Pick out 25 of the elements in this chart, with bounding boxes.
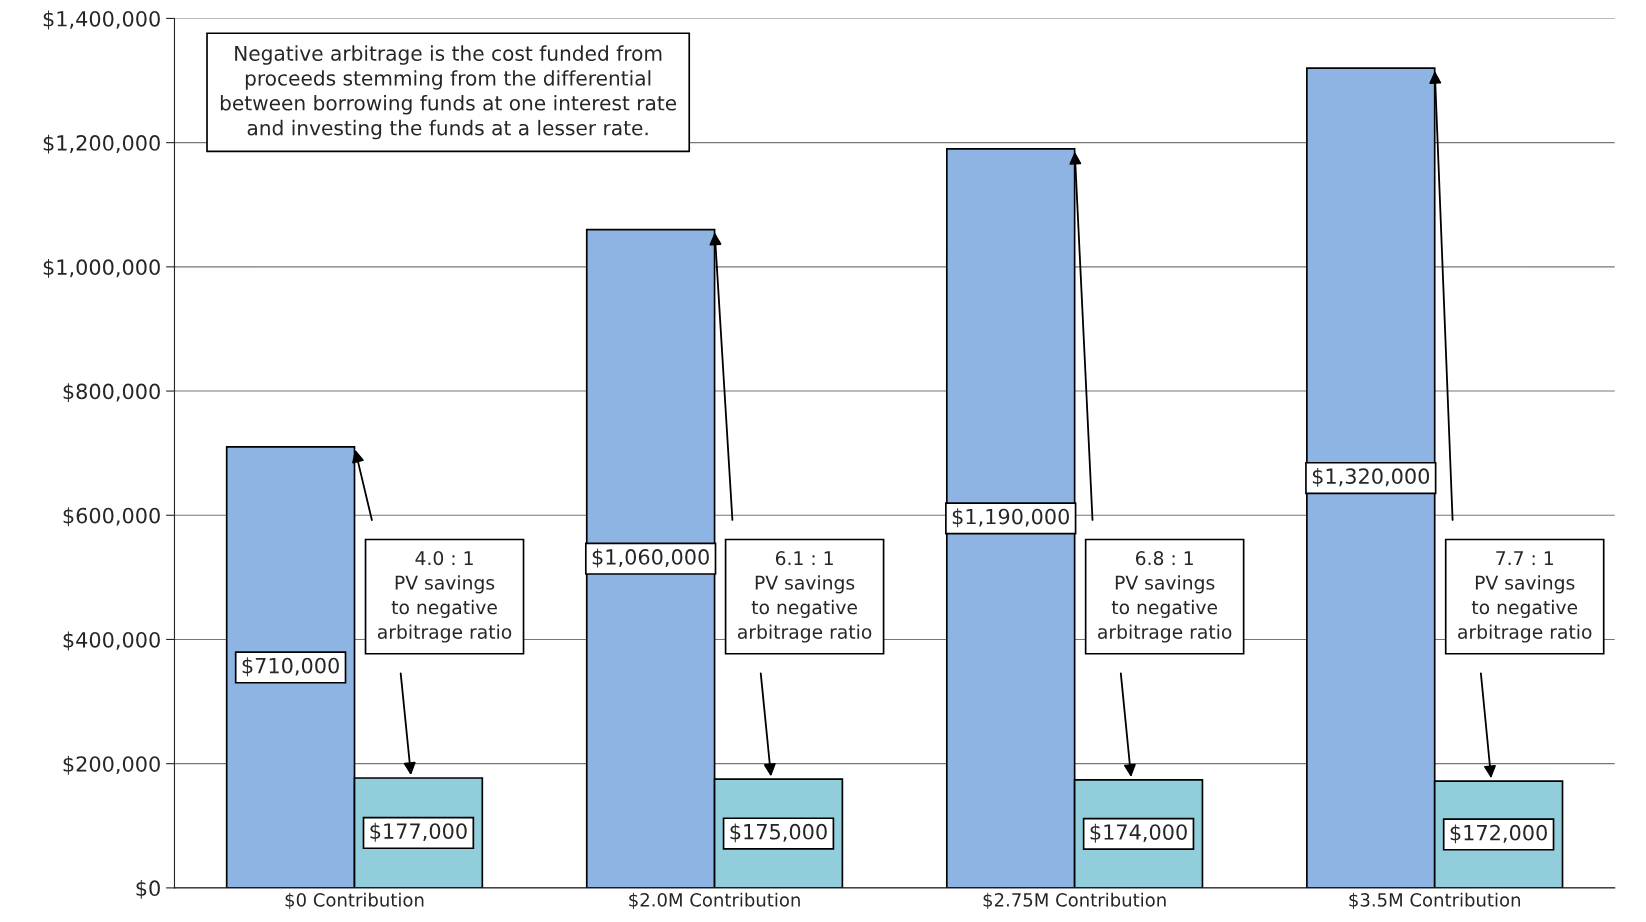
y-tick-label: $800,000 bbox=[63, 383, 160, 403]
data-label: $1,320,000 bbox=[1312, 467, 1430, 487]
annotation: 6.1 : 1 PV savings to negative arbitrage ratio bbox=[737, 551, 872, 643]
x-tick-label: $2.0M Contribution bbox=[629, 892, 800, 910]
y-tick-label: $400,000 bbox=[63, 631, 160, 651]
x-tick-label: $3.5M Contribution bbox=[1349, 892, 1520, 910]
x-tick-label: $2.75M Contribution bbox=[983, 892, 1166, 910]
y-tick-label: $600,000 bbox=[63, 507, 160, 527]
annotation: 6.8 : 1 PV savings to negative arbitrage ratio bbox=[1098, 551, 1232, 643]
data-label: $174,000 bbox=[1090, 823, 1187, 843]
annotation: 7.7 : 1 PV savings to negative arbitrage ratio bbox=[1458, 551, 1592, 643]
annotation: Negative arbitrage is the cost funded from proceeds stemming from the differential between borrowing funds at one interest rate and investing the funds at a lesser rate. bbox=[220, 45, 677, 140]
y-tick-label: $1,400,000 bbox=[43, 10, 160, 30]
y-tick-label: $1,000,000 bbox=[43, 258, 160, 278]
y-tick-label: $0 bbox=[136, 879, 160, 899]
data-label: $177,000 bbox=[370, 822, 467, 842]
x-tick-label: $0 Contribution bbox=[285, 892, 424, 910]
data-label: $1,060,000 bbox=[592, 548, 709, 568]
data-label: $175,000 bbox=[730, 823, 827, 843]
annotation: 4.0 : 1 PV savings to negative arbitrage ratio bbox=[377, 551, 512, 643]
data-label: $172,000 bbox=[1450, 824, 1547, 844]
data-label: $710,000 bbox=[242, 657, 339, 677]
y-tick-label: $1,200,000 bbox=[43, 134, 160, 154]
y-tick-label: $200,000 bbox=[63, 755, 160, 775]
data-label: $1,190,000 bbox=[952, 508, 1069, 528]
